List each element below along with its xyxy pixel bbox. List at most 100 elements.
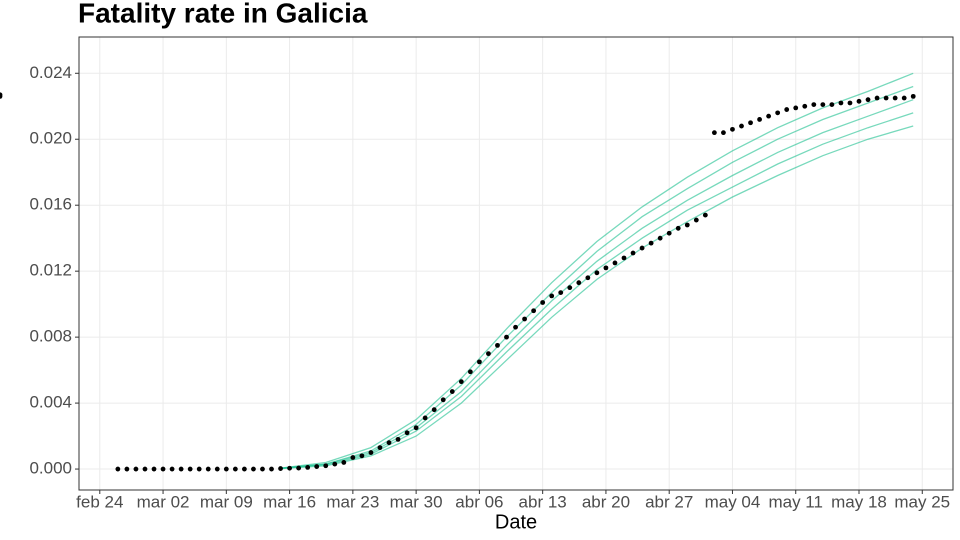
- x-tick-label: feb 24: [76, 492, 123, 511]
- x-tick-label: mar 02: [137, 492, 190, 511]
- x-tick-label: may 11: [768, 492, 823, 511]
- observed-point: [314, 464, 320, 469]
- x-tick-label: may 25: [894, 492, 950, 511]
- observed-point: [359, 453, 365, 459]
- observed-point: [278, 466, 283, 471]
- observed-point: [567, 285, 573, 291]
- observed-point: [332, 461, 338, 467]
- observed-point: [531, 308, 537, 314]
- observed-point: [612, 260, 618, 266]
- observed-point: [856, 98, 862, 104]
- observed-point: [242, 466, 247, 472]
- observed-point: [576, 280, 582, 286]
- observed-point: [0, 92, 3, 98]
- observed-point: [187, 466, 193, 472]
- x-tick-label: mar 09: [200, 492, 253, 511]
- simulation-line: [280, 85, 914, 470]
- y-tick-label: 0.008: [29, 327, 72, 346]
- observed-point: [585, 275, 591, 281]
- observed-point: [901, 95, 907, 101]
- observed-point: [214, 466, 220, 472]
- observed-point: [874, 95, 880, 101]
- observed-point: [766, 113, 772, 119]
- observed-point: [458, 379, 464, 385]
- observed-point: [784, 107, 790, 112]
- observed-point: [594, 270, 600, 276]
- x-tick-label: mar 16: [263, 492, 316, 511]
- observed-point: [368, 450, 374, 455]
- observed-point: [260, 466, 265, 472]
- observed-point: [142, 466, 148, 472]
- observed-point: [305, 465, 311, 470]
- observed-point: [802, 103, 808, 109]
- simulation-line: [280, 125, 914, 470]
- observed-point: [133, 466, 139, 472]
- observed-point: [829, 102, 835, 108]
- x-tick-label: mar 30: [390, 492, 443, 511]
- observed-point: [892, 95, 898, 101]
- observed-point: [549, 293, 555, 299]
- observed-point: [486, 351, 491, 357]
- observed-point: [910, 93, 916, 99]
- observed-point: [341, 460, 347, 465]
- observed-point: [748, 120, 753, 126]
- observed-point: [639, 245, 645, 251]
- observed-point: [721, 130, 726, 136]
- observed-point: [648, 240, 654, 246]
- observed-point: [395, 436, 401, 442]
- y-tick-label: 0.016: [29, 195, 72, 214]
- observed-point: [467, 369, 473, 375]
- observed-point: [693, 217, 699, 223]
- observed-point: [476, 359, 482, 365]
- observed-point: [223, 466, 229, 472]
- observed-point: [522, 316, 527, 322]
- plot-border: [78, 36, 954, 491]
- observed-point: [323, 463, 329, 469]
- observed-point: [504, 334, 509, 340]
- x-tick-label: may 04: [705, 492, 761, 511]
- y-tick-label: 0.020: [29, 129, 72, 148]
- observed-point: [775, 110, 781, 116]
- observed-point: [440, 397, 446, 403]
- observed-point: [820, 102, 826, 108]
- observed-point: [160, 466, 166, 472]
- observed-point: [739, 123, 744, 129]
- simulation-line: [280, 99, 914, 469]
- simulation-line: [280, 112, 914, 470]
- observed-point: [513, 324, 518, 330]
- observed-point: [115, 466, 121, 472]
- observed-point: [377, 445, 383, 451]
- observed-point: [251, 466, 256, 472]
- x-tick-label: mar 23: [326, 492, 379, 511]
- observed-point: [847, 100, 853, 106]
- x-tick-label: abr 27: [645, 492, 693, 511]
- observed-point: [811, 102, 817, 108]
- observed-point: [630, 250, 636, 256]
- observed-point: [621, 255, 627, 261]
- observed-point: [666, 230, 672, 236]
- chart-title: Fatality rate in Galicia: [78, 0, 368, 28]
- observed-point: [413, 425, 419, 431]
- observed-point: [151, 466, 157, 472]
- observed-point: [684, 222, 690, 228]
- observed-point: [269, 466, 274, 472]
- x-tick-label: may 18: [831, 492, 887, 511]
- observed-point: [702, 212, 708, 218]
- y-tick-label: 0.012: [29, 261, 72, 280]
- observed-point: [386, 440, 392, 446]
- observed-point: [757, 117, 762, 122]
- observed-point: [883, 95, 889, 101]
- observed-point: [422, 415, 428, 421]
- observed-point: [730, 126, 735, 132]
- observed-point: [675, 225, 681, 231]
- observed-point: [711, 130, 717, 136]
- observed-point: [205, 466, 211, 472]
- observed-point: [232, 466, 238, 472]
- observed-point: [838, 100, 844, 106]
- simulation-line: [280, 72, 914, 469]
- observed-point: [296, 465, 302, 471]
- y-tick-label: 0.004: [29, 393, 72, 412]
- x-tick-label: abr 06: [455, 492, 503, 511]
- observed-point: [287, 465, 292, 471]
